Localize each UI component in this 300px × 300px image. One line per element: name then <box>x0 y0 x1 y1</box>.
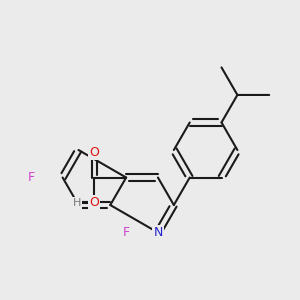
Text: O: O <box>89 196 99 209</box>
Text: F: F <box>123 226 130 239</box>
Text: H: H <box>73 198 81 208</box>
Text: N: N <box>153 226 163 239</box>
Text: O: O <box>89 146 99 159</box>
Text: F: F <box>27 171 34 184</box>
